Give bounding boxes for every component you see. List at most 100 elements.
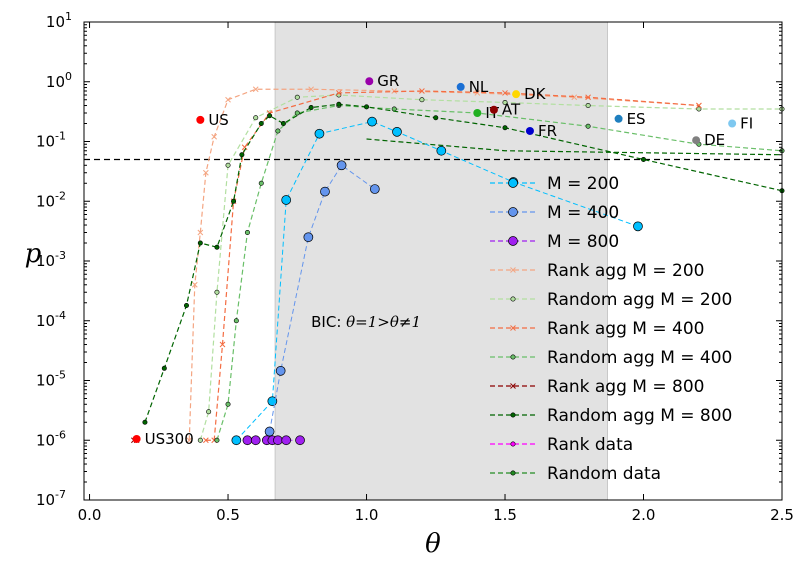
- x-tick-label-4: 2.0: [632, 506, 656, 524]
- country-label-nl: NL: [469, 78, 489, 96]
- series-5-point-6: [335, 90, 342, 96]
- series-8-point-11: [336, 101, 342, 107]
- country-point-at: [489, 105, 498, 114]
- series-5-point-2-stroke-b: [219, 341, 226, 348]
- series-4-point-0: [197, 437, 203, 443]
- series-3-point-7-stroke-b: [308, 86, 314, 93]
- series-5-point-0-stroke-b: [203, 437, 209, 444]
- country-label-es: ES: [627, 110, 646, 128]
- series-0-point-2: [281, 195, 292, 205]
- legend-marker-5: [510, 325, 516, 331]
- legend-marker-10: [510, 470, 516, 476]
- series-3-point-3: [203, 169, 209, 176]
- series-2-point-5: [281, 435, 292, 446]
- series-5-point-7: [419, 88, 425, 94]
- series-line-0: [235, 121, 639, 441]
- legend-marker-4: [510, 296, 516, 302]
- series-4-point-3: [225, 162, 231, 168]
- y-tick-label-2: 10-1: [36, 130, 66, 151]
- y-tick-exp-0: 1: [65, 10, 72, 23]
- series-5-point-6-stroke-b: [335, 90, 342, 96]
- series-6-point-2: [233, 318, 239, 324]
- country-label-de: DE: [704, 131, 725, 149]
- country-point-us: [196, 115, 205, 124]
- series-1-point-3: [320, 186, 330, 197]
- country-point-fi: [728, 119, 737, 128]
- series-5-point-9-stroke-b: [585, 94, 591, 101]
- series-8-point-1: [161, 365, 167, 371]
- legend-item-0: M = 200: [490, 174, 619, 194]
- series-8-point-12: [364, 104, 370, 110]
- series-3-point-5: [225, 96, 231, 103]
- series-3-point-10: [571, 94, 578, 101]
- legend-item-9: Rank data: [490, 435, 633, 455]
- series-1-point-4: [336, 160, 347, 171]
- legend-marker-6: [510, 354, 516, 360]
- y-tick-label-4: 10-3: [36, 249, 66, 270]
- series-8-point-0: [142, 419, 148, 425]
- series-6-point-1: [225, 401, 231, 407]
- series-8-point-10: [308, 105, 314, 111]
- series-3-point-9-stroke-b: [474, 90, 481, 96]
- series-0-point-5: [392, 127, 402, 137]
- legend-label-6: Random agg M = 400: [547, 348, 732, 368]
- x-tick-label-0: 0.0: [78, 506, 102, 524]
- legend-item-6: Random agg M = 400: [490, 348, 732, 368]
- series-6-point-10: [585, 123, 591, 129]
- y-tick-label-3: 10-2: [36, 189, 66, 210]
- country-point-us300: [132, 434, 141, 443]
- legend-label-10: Random data: [547, 464, 661, 484]
- y-tick-exp-8: -7: [55, 488, 66, 501]
- y-axis-label: p: [25, 239, 42, 269]
- series-3-point-6-stroke-b: [252, 86, 259, 93]
- legend-item-8: Random agg M = 800: [490, 406, 732, 426]
- series-3-point-1-stroke-b: [191, 281, 198, 288]
- series-2-point-0: [242, 435, 253, 446]
- series-6-point-4: [258, 180, 264, 186]
- series-1-point-5: [369, 184, 380, 194]
- legend-item-4: Random agg M = 200: [490, 290, 732, 310]
- legend-marker-7: [510, 383, 516, 389]
- series-3-point-6: [252, 86, 259, 93]
- series-5-point-0: [203, 437, 209, 444]
- bic-annotation: BIC: θ=1>θ≠1: [311, 313, 421, 331]
- legend-marker-3-stroke-b: [510, 267, 516, 273]
- legend-marker-1: [508, 207, 518, 217]
- series-4-point-8: [502, 99, 508, 105]
- legend-label-4: Random agg M = 200: [547, 290, 732, 310]
- y-tick-base-6: 10: [36, 372, 55, 390]
- y-tick-label-7: 10-6: [36, 428, 66, 449]
- series-6-point-3: [244, 229, 250, 235]
- series-3-point-8: [391, 88, 398, 94]
- series-8-point-4: [214, 244, 220, 250]
- legend: M = 200 M = 400 M = 800 Rank agg M = 200 Ran…: [490, 174, 732, 484]
- country-point-fr: [525, 126, 534, 135]
- series-5-point-10: [696, 102, 702, 109]
- series-3-point-10-stroke-b: [571, 94, 578, 101]
- series-8-point-13: [433, 115, 439, 121]
- series-line-8: [144, 103, 783, 423]
- country-label-us300: US300: [145, 430, 194, 448]
- x-tick-label-2: 1.0: [355, 506, 379, 524]
- y-tick-label-8: 10-7: [36, 488, 66, 509]
- series-3-point-2-stroke-b: [197, 229, 204, 236]
- series-4-point-9: [585, 103, 591, 109]
- series-5-point-4: [241, 144, 248, 151]
- y-tick-base-0: 10: [46, 13, 65, 31]
- y-tick-exp-1: 0: [65, 70, 72, 83]
- series-line-3: [188, 88, 699, 441]
- series-5-point-9: [585, 94, 591, 101]
- series-5-point-7-stroke-b: [419, 88, 425, 94]
- legend-marker-5-stroke-b: [510, 325, 516, 331]
- legend-marker-8: [510, 412, 516, 418]
- legend-label-8: Random agg M = 800: [547, 406, 732, 426]
- y-tick-exp-6: -5: [55, 369, 66, 382]
- country-label-at: AT: [502, 101, 521, 119]
- country-label-us: US: [208, 111, 229, 129]
- series-6-point-5: [275, 128, 281, 134]
- country-point-it: [473, 108, 482, 117]
- series-3-point-9: [474, 90, 481, 96]
- legend-label-0: M = 200: [547, 174, 619, 194]
- x-axis-label: θ: [425, 529, 441, 559]
